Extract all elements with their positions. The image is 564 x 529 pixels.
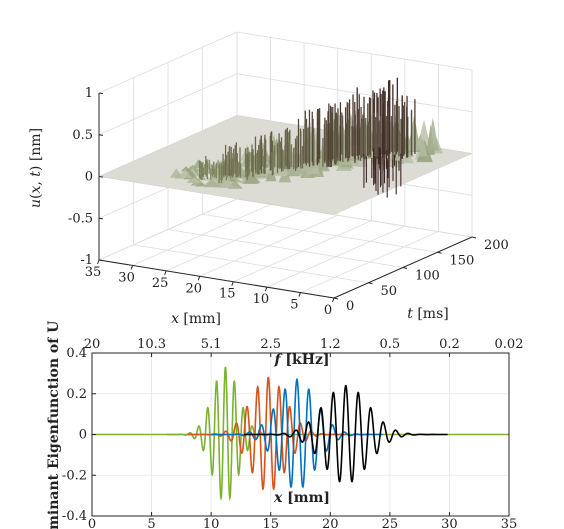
x-axis-label: x [mm] xyxy=(171,311,221,327)
x-tick-label: 10 xyxy=(203,517,220,529)
floor-grid-line xyxy=(167,229,404,268)
surface-mound xyxy=(286,155,302,176)
x-tick-label: 20 xyxy=(322,517,339,529)
surface-mound xyxy=(241,173,260,184)
surface-mound xyxy=(407,122,421,151)
surface-mound xyxy=(180,166,192,172)
y-tick-label: 0.2 xyxy=(66,387,87,402)
wave-series xyxy=(211,377,383,489)
x-tick-label: 25 xyxy=(382,517,399,529)
top-tick-label: 1.2 xyxy=(320,337,341,352)
top-tick-label: 0.02 xyxy=(495,337,524,352)
z-tick-mark xyxy=(98,92,104,95)
z-tick-label: -0.5 xyxy=(68,211,93,226)
x-tick-label: 15 xyxy=(219,287,236,302)
x-tick-mark xyxy=(264,286,268,292)
t-tick-label: 0 xyxy=(346,299,354,314)
t-tick-mark xyxy=(368,282,373,285)
x-tick-label: 0 xyxy=(324,303,332,318)
t-tick-mark xyxy=(402,267,408,269)
surface-mound xyxy=(206,176,220,181)
x-tick-label: 0 xyxy=(88,517,96,529)
surface-mound xyxy=(186,177,196,183)
y-tick-label: 0 xyxy=(79,428,87,443)
z-tick-mark xyxy=(98,259,104,262)
x-tick-label: 35 xyxy=(85,265,102,280)
y-axis-label: Dominant Eigenfunction of U xyxy=(46,321,62,529)
t-tick-label: 50 xyxy=(381,284,398,299)
x-tick-label: 30 xyxy=(118,270,135,285)
t-tick-mark xyxy=(437,251,442,254)
x-tick-label: 5 xyxy=(147,517,155,529)
surface-mound xyxy=(203,179,221,188)
x-tick-label: 25 xyxy=(152,276,169,291)
t-tick-mark xyxy=(471,236,477,239)
z-tick-mark xyxy=(98,176,104,178)
surface-mound xyxy=(194,182,208,187)
z-tick-mark xyxy=(98,217,104,220)
floor-grid-line xyxy=(202,213,438,253)
x-tick-label: 5 xyxy=(290,298,298,313)
line-ticks: 0 5 10 15 20 25 30 35-0.4-0.200.20.420 10.3 5.1 2.… xyxy=(62,337,524,529)
x-tick-mark xyxy=(332,297,335,303)
z-tick-mark xyxy=(98,134,104,136)
x-tick-label: 30 xyxy=(441,517,458,529)
z-tick-label: 0 xyxy=(85,170,93,185)
t-tick-mark xyxy=(333,297,339,300)
x-axis-line xyxy=(98,259,335,299)
x-tick-mark xyxy=(231,281,234,286)
top-tick-label: 0.5 xyxy=(380,337,401,352)
z-tick-label: -1 xyxy=(80,253,93,268)
x-tick-label: 35 xyxy=(501,517,518,529)
top-tick-label: 2.5 xyxy=(260,337,281,352)
x-tick-mark xyxy=(298,292,301,297)
t-tick-label: 200 xyxy=(484,238,509,253)
y-tick-label: 0.4 xyxy=(66,346,87,361)
wave-series xyxy=(243,384,448,483)
t-tick-label: 100 xyxy=(415,269,440,284)
wall-grid-line xyxy=(98,198,238,261)
t-tick-label: 150 xyxy=(450,253,475,268)
x-tick-mark xyxy=(97,259,100,265)
y-tick-label: -0.4 xyxy=(62,509,87,524)
top-tick-label: 0.2 xyxy=(439,337,460,352)
bottom-x-axis-label: x [mm] xyxy=(273,490,330,506)
x-tick-label: 10 xyxy=(253,292,270,307)
x-tick-mark xyxy=(130,265,134,270)
z-tick-label: 0.5 xyxy=(72,128,93,143)
surface-mound xyxy=(337,152,353,166)
wall-grid-line xyxy=(98,73,238,136)
surface-mound xyxy=(178,169,193,178)
wall-grid-line xyxy=(98,31,238,94)
t-axis-label: t [ms] xyxy=(407,306,448,322)
floor-grid-line xyxy=(133,244,369,284)
eigenfunction-plot: 0 5 10 15 20 25 30 35-0.4-0.200.20.420 10.3 5.1 2.… xyxy=(46,321,523,529)
wall-grid-line xyxy=(236,31,473,71)
surface-mound xyxy=(426,117,439,151)
x-tick-label: 15 xyxy=(262,517,279,529)
x-tick-label: 20 xyxy=(185,281,202,296)
top-tick-label: 10.3 xyxy=(137,337,166,352)
top-tick-label: 20 xyxy=(84,337,101,352)
x-tick-mark xyxy=(164,270,167,276)
y-tick-label: -0.2 xyxy=(62,468,87,483)
x-tick-mark xyxy=(197,276,201,281)
wall-grid-line xyxy=(236,73,473,113)
surface-mound xyxy=(220,183,238,188)
top-x-axis-label: f [kHz] xyxy=(273,352,329,368)
top-tick-label: 5.1 xyxy=(201,337,222,352)
z-tick-label: 1 xyxy=(85,86,93,101)
line-series xyxy=(92,366,509,502)
surface-mesh xyxy=(98,77,473,215)
z-axis-label: u(x, t) [nm] xyxy=(28,128,44,208)
